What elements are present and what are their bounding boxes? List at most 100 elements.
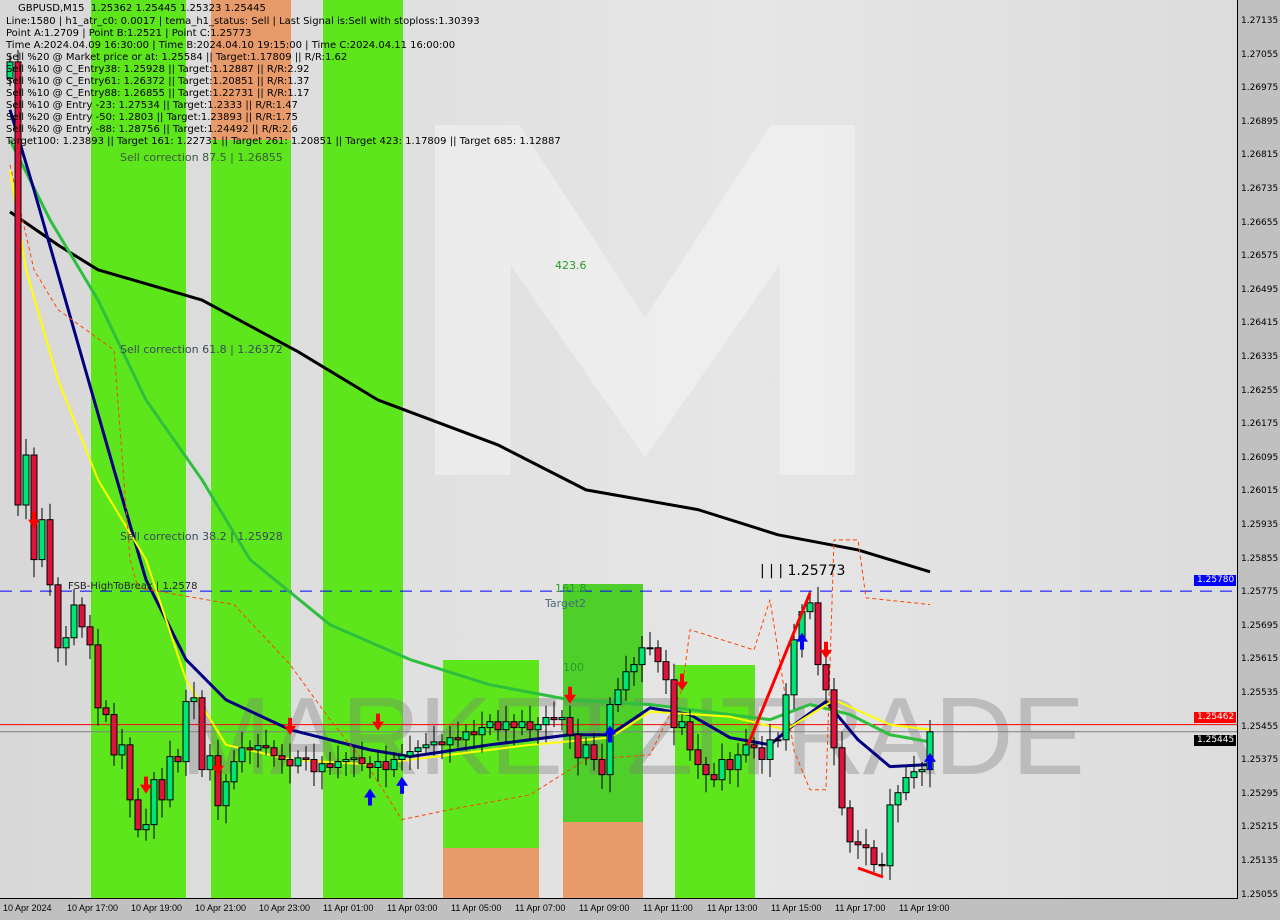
- bull-candle: [518, 721, 526, 729]
- info-line: Sell %10 @ Entry -23: 1.27534 || Target:…: [6, 100, 298, 111]
- sell-arrow-icon: [284, 717, 296, 735]
- bull-candle: [6, 61, 14, 80]
- bear-candle: [814, 602, 822, 666]
- time-tick-label: 10 Apr 19:00: [131, 903, 183, 913]
- bull-candle: [478, 727, 486, 736]
- sell-arrow-icon: [820, 641, 832, 659]
- price-tick-label: 1.25775: [1241, 587, 1279, 598]
- bear-candle: [198, 697, 206, 771]
- bear-candle: [838, 747, 846, 809]
- bull-candle: [414, 747, 422, 753]
- fib-4236-label: 423.6: [555, 259, 587, 272]
- indicator-line: [9, 164, 931, 821]
- bear-candle: [30, 454, 38, 561]
- bull-candle: [190, 697, 198, 703]
- time-tick-label: 10 Apr 2024: [3, 903, 52, 913]
- info-line: Sell %20 @ Entry -88: 1.28756 || Target:…: [6, 124, 298, 135]
- price-tick-label: 1.25215: [1241, 822, 1279, 833]
- bull-candle: [734, 754, 742, 771]
- bull-candle: [534, 724, 542, 731]
- bull-candle: [238, 747, 246, 763]
- bull-candle: [294, 757, 302, 767]
- price-tick-label: 1.26575: [1241, 251, 1279, 262]
- bull-candle: [790, 639, 798, 696]
- time-tick-label: 10 Apr 21:00: [195, 903, 247, 913]
- bear-candle: [438, 741, 446, 746]
- price-tick-label: 1.26335: [1241, 352, 1279, 362]
- buy-arrow-icon: [396, 776, 408, 794]
- price-tick-label: 1.25455: [1241, 721, 1279, 732]
- bear-candle: [550, 717, 558, 721]
- info-line: Target100: 1.23893 || Target 161: 1.2273…: [6, 136, 561, 147]
- bear-candle: [702, 764, 710, 776]
- bull-candle: [614, 689, 622, 705]
- bull-candle: [422, 744, 430, 749]
- price-tick-label: 1.26175: [1241, 419, 1279, 430]
- bull-candle: [766, 739, 774, 761]
- bear-candle: [110, 714, 118, 756]
- time-tick-label: 11 Apr 11:00: [643, 903, 693, 913]
- bull-candle: [374, 761, 382, 768]
- price-tick-label: 1.25375: [1241, 755, 1279, 766]
- price-tick-label: 1.26095: [1241, 452, 1279, 463]
- price-tick-label: 1.25855: [1241, 553, 1279, 564]
- price-tick-label: 1.26015: [1241, 486, 1279, 497]
- bear-candle: [174, 756, 182, 763]
- bull-candle: [254, 745, 262, 751]
- bear-candle: [358, 757, 366, 765]
- time-tick-label: 11 Apr 17:00: [835, 903, 886, 913]
- bear-candle: [246, 747, 254, 751]
- sell-arrow-icon: [372, 713, 384, 731]
- bear-candle: [822, 664, 830, 691]
- fib-100-label: 100: [563, 661, 584, 674]
- bear-candle: [302, 757, 310, 761]
- bear-candle: [78, 604, 86, 628]
- bull-candle: [118, 744, 126, 756]
- zone-orange: [211, 0, 291, 140]
- time-tick-label: 11 Apr 05:00: [451, 903, 502, 913]
- info-line: Time A:2024.04.09 16:30:00 | Time B:2024…: [6, 40, 456, 51]
- bull-candle: [542, 717, 550, 726]
- time-tick-label: 10 Apr 17:00: [67, 903, 119, 913]
- chart-plot-area[interactable]: MARKETZITRADE Sell correction 87.5 | 1.2…: [0, 0, 1238, 899]
- trend-line: [746, 592, 812, 746]
- time-tick-label: 11 Apr 07:00: [515, 903, 566, 913]
- fsb-label: FSB-HighToBreak | 1.2578: [68, 581, 198, 592]
- bull-candle: [638, 647, 646, 666]
- bear-candle: [214, 755, 222, 807]
- sell-correction-618-label: Sell correction 61.8 | 1.26372: [120, 343, 283, 356]
- bull-candle: [38, 519, 46, 561]
- bull-candle: [774, 739, 782, 742]
- bear-candle: [46, 519, 54, 586]
- price-tick-label: 1.25695: [1241, 620, 1279, 631]
- bull-candle: [446, 737, 454, 746]
- bull-candle: [166, 756, 174, 801]
- price-tick-label: 1.27135: [1241, 16, 1279, 26]
- price-tick-label: 1.25615: [1241, 654, 1279, 665]
- bear-candle: [382, 761, 390, 771]
- watermark-text: MARKETZITRADE: [180, 675, 1085, 798]
- price-tick-label: 1.26735: [1241, 184, 1279, 194]
- sell-correction-875-label: Sell correction 87.5 | 1.26855: [120, 151, 283, 164]
- bear-candle: [846, 807, 854, 843]
- bull-candle: [142, 824, 150, 831]
- bear-candle: [750, 744, 758, 749]
- bear-candle: [830, 689, 838, 749]
- bull-candle: [918, 769, 926, 773]
- time-tick-label: 11 Apr 01:00: [323, 903, 374, 913]
- bull-candle: [486, 721, 494, 729]
- price-tick-label: 1.26495: [1241, 284, 1279, 295]
- bear-candle: [126, 744, 134, 801]
- bear-candle: [54, 584, 62, 649]
- zone-green: [675, 665, 755, 898]
- zone-orange: [443, 848, 539, 898]
- bear-candle: [526, 721, 534, 731]
- time-tick-label: 11 Apr 19:00: [899, 903, 950, 913]
- bear-candle: [574, 734, 582, 759]
- bull-candle: [222, 781, 230, 807]
- price-tick-label: 1.25135: [1241, 856, 1279, 866]
- bear-candle: [870, 847, 878, 866]
- bull-candle: [806, 602, 814, 613]
- bull-candle: [150, 779, 158, 826]
- point-c-label: | | | 1.25773: [760, 563, 846, 579]
